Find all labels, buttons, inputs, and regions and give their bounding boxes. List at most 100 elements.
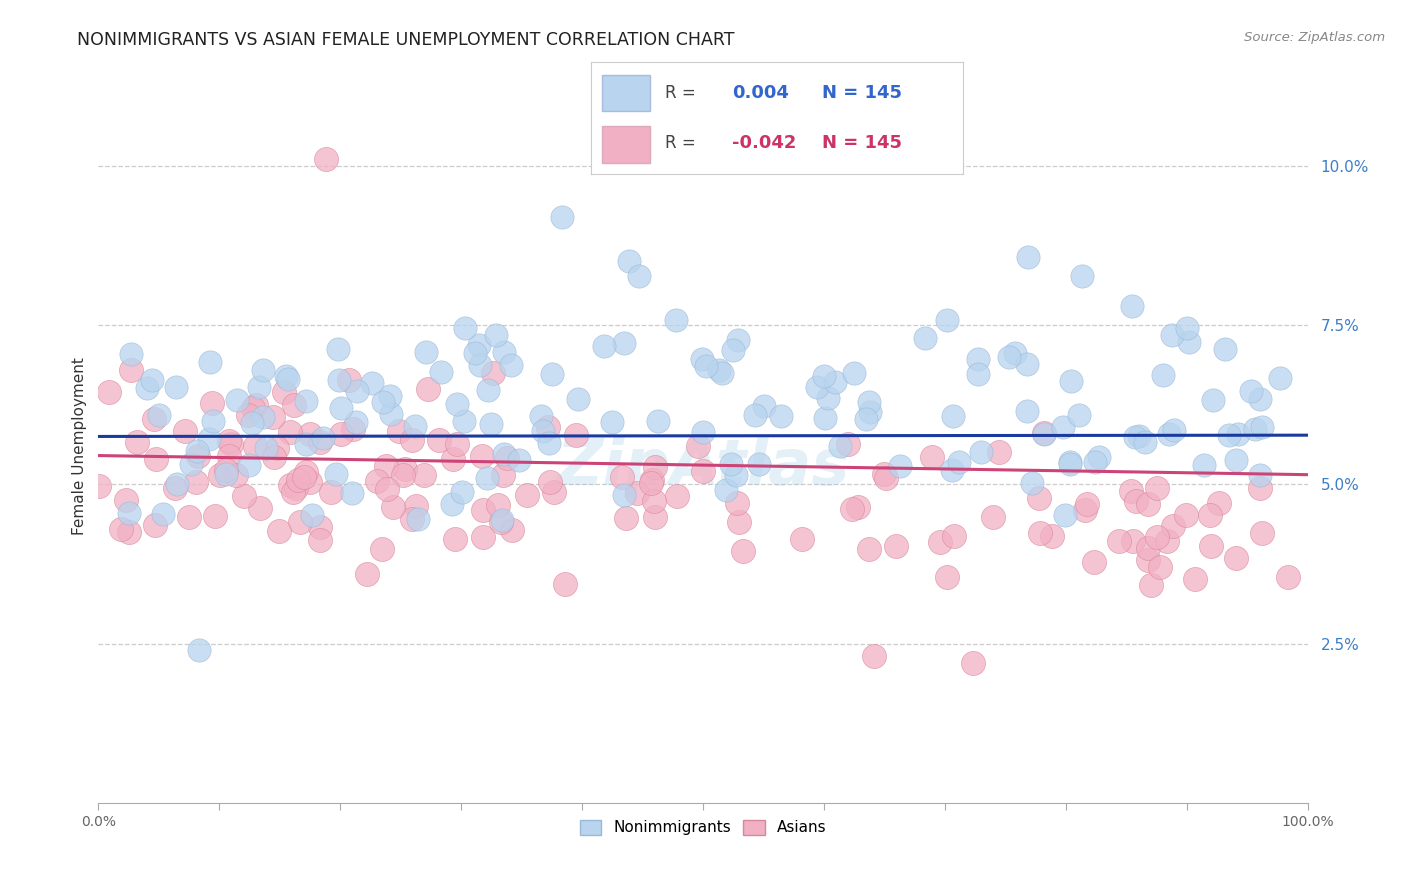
Point — [484, 328, 506, 343]
Point — [644, 460, 666, 475]
Point — [817, 392, 839, 406]
Point — [1028, 526, 1050, 541]
Point — [884, 539, 907, 553]
Point — [1250, 525, 1272, 540]
Point — [813, 368, 835, 383]
Point — [1033, 425, 1056, 440]
Point — [441, 497, 464, 511]
Point — [446, 437, 468, 451]
Point — [263, 450, 285, 465]
Point — [1122, 533, 1144, 548]
Point — [492, 447, 515, 461]
Point — [600, 415, 623, 429]
Point — [135, 381, 157, 395]
Point — [724, 467, 747, 482]
Point — [1052, 419, 1074, 434]
Point — [330, 401, 353, 415]
Point — [1074, 502, 1097, 516]
Point — [855, 412, 877, 426]
Point — [374, 458, 396, 473]
Point — [415, 344, 437, 359]
Point — [842, 366, 865, 380]
Point — [247, 380, 270, 394]
Point — [451, 484, 474, 499]
Point — [494, 345, 516, 359]
Point — [875, 471, 897, 485]
Point — [1040, 528, 1063, 542]
Point — [1199, 539, 1222, 553]
Point — [1226, 427, 1249, 442]
Point — [692, 464, 714, 478]
Y-axis label: Female Unemployment: Female Unemployment — [72, 357, 87, 535]
Point — [118, 525, 141, 540]
Point — [752, 399, 775, 413]
Text: ZipAtlas: ZipAtlas — [557, 436, 849, 499]
Point — [281, 484, 304, 499]
Point — [97, 384, 120, 399]
Point — [1225, 453, 1247, 467]
Point — [366, 474, 388, 488]
Point — [443, 532, 465, 546]
Point — [1192, 458, 1215, 472]
Point — [344, 416, 367, 430]
Point — [1225, 550, 1247, 565]
Point — [1218, 428, 1240, 442]
Point — [141, 373, 163, 387]
Point — [1119, 483, 1142, 498]
Point — [254, 442, 277, 456]
Point — [267, 524, 290, 539]
Point — [997, 351, 1019, 365]
Point — [720, 457, 742, 471]
Point — [148, 408, 170, 422]
Point — [1021, 476, 1043, 491]
Point — [1028, 491, 1050, 505]
Point — [858, 395, 880, 409]
Point — [468, 337, 491, 351]
Point — [295, 466, 318, 480]
Point — [665, 489, 688, 503]
Point — [614, 511, 637, 525]
Point — [1128, 428, 1150, 442]
Point — [163, 481, 186, 495]
Point — [1268, 370, 1291, 384]
Point — [1146, 482, 1168, 496]
Point — [1202, 393, 1225, 408]
Point — [1199, 508, 1222, 523]
Point — [1249, 467, 1271, 482]
Point — [225, 468, 247, 483]
Point — [1121, 299, 1143, 313]
Point — [640, 475, 662, 490]
Point — [283, 398, 305, 412]
Point — [846, 500, 869, 514]
Point — [921, 450, 943, 464]
Point — [554, 576, 576, 591]
Text: 0.004: 0.004 — [733, 84, 789, 102]
Point — [1178, 334, 1201, 349]
Point — [593, 339, 616, 353]
Point — [180, 457, 202, 471]
Point — [301, 508, 323, 522]
Point — [412, 467, 434, 482]
Point — [319, 485, 342, 500]
Point — [941, 463, 963, 477]
Point — [1067, 408, 1090, 422]
Point — [721, 343, 744, 357]
Point — [942, 409, 965, 423]
Point — [328, 373, 350, 387]
Point — [1213, 343, 1236, 357]
Point — [1159, 427, 1181, 442]
Point — [278, 425, 301, 439]
Point — [187, 643, 209, 657]
Point — [309, 435, 332, 450]
Point — [1004, 346, 1026, 360]
Point — [218, 449, 240, 463]
Point — [731, 544, 754, 558]
Text: R =: R = — [665, 135, 696, 153]
Point — [695, 359, 717, 374]
Point — [249, 501, 271, 516]
Point — [278, 477, 301, 491]
Point — [1152, 368, 1174, 382]
Point — [277, 372, 299, 386]
Point — [252, 409, 274, 424]
Point — [1208, 496, 1230, 510]
